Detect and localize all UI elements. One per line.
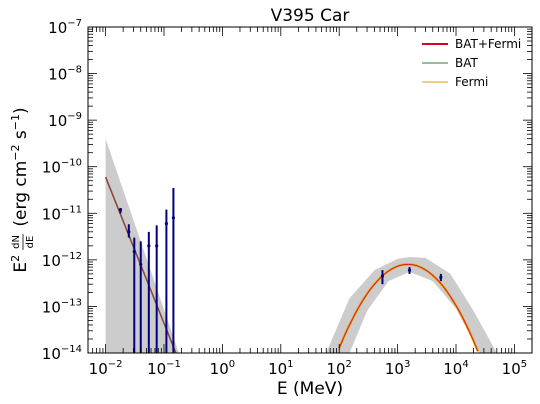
legend-entry: Fermi <box>422 75 488 89</box>
y-tick-label: 10−7 <box>48 18 82 37</box>
y-axis-label: E2 (erg cm−2 s−1) dN dE <box>9 107 36 272</box>
y-tick-label: 10−13 <box>42 297 82 316</box>
minor-ticks <box>87 27 533 353</box>
fermi-confidence-band <box>326 257 497 353</box>
legend-label: Fermi <box>455 75 488 89</box>
bat-point <box>118 207 123 214</box>
y-tick-label: 10−10 <box>42 158 82 177</box>
bat-marker <box>155 244 159 248</box>
x-tick-label: 101 <box>268 359 293 378</box>
y-label-units-open: (erg cm <box>11 161 31 227</box>
svg-text:E2 (erg cm−2 s−1): E2 (erg cm−2 s−1) <box>9 107 31 272</box>
bat-point <box>147 231 151 353</box>
legend-label: BAT <box>455 56 479 70</box>
y-tick-label: 10−14 <box>42 344 82 363</box>
legend: BAT+Fermi BAT Fermi <box>422 37 521 89</box>
bat-point <box>171 187 176 353</box>
legend-label: BAT+Fermi <box>455 37 521 51</box>
y-label-cm-exp: −2 <box>9 144 22 160</box>
y-tick-label: 10−9 <box>48 111 82 130</box>
y-tick-label: 10−8 <box>48 65 82 84</box>
legend-entry: BAT <box>422 56 479 70</box>
x-tick-label: 105 <box>502 359 527 378</box>
data-points <box>118 187 443 353</box>
fermi-point <box>380 270 385 285</box>
x-tick-label: 102 <box>326 359 351 378</box>
chart-title: V395 Car <box>271 6 350 26</box>
y-label-e-exp: 2 <box>9 255 22 262</box>
fermi-marker <box>439 275 443 280</box>
y-label-s-exp: −1 <box>9 114 22 130</box>
x-tick-label: 10−2 <box>89 359 123 378</box>
major-ticks <box>88 26 532 354</box>
bat-point <box>127 224 131 238</box>
bat-marker <box>127 230 131 234</box>
y-label-dn: dN <box>11 235 22 249</box>
y-label-de: dE <box>25 236 36 249</box>
plot-frame <box>87 26 533 354</box>
x-tick-label: 103 <box>385 359 410 378</box>
plot-area <box>87 26 533 354</box>
bat-confidence-band <box>105 138 179 353</box>
bat-point <box>155 225 159 353</box>
y-label-s: s <box>11 130 31 144</box>
x-tick-label: 10−1 <box>147 359 181 378</box>
bat-marker <box>132 250 136 254</box>
bat-marker <box>171 216 176 220</box>
bat-marker <box>147 244 151 248</box>
fermi-marker <box>380 274 385 278</box>
y-tick-label: 10−12 <box>42 251 82 270</box>
y-label-e: E <box>11 262 31 273</box>
x-tick-label: 100 <box>210 359 235 378</box>
bat-fermi-model-curve <box>338 263 479 352</box>
bat-point <box>164 209 169 353</box>
x-axis-label: E (MeV) <box>277 379 343 399</box>
legend-entry: BAT+Fermi <box>422 37 521 51</box>
bat-point <box>139 241 143 353</box>
y-label-close: ) <box>11 107 31 114</box>
bat-point <box>132 237 136 353</box>
fermi-point <box>439 273 443 282</box>
x-tick-labels: 10−2 10−1 100 101 102 103 104 105 <box>89 359 527 378</box>
confidence-bands <box>105 138 497 353</box>
bat-marker <box>164 222 169 226</box>
x-tick-label: 104 <box>443 359 468 378</box>
y-tick-label: 10−11 <box>42 204 82 223</box>
fermi-marker <box>407 268 412 272</box>
bat-marker <box>118 207 123 212</box>
y-tick-labels: 10−14 10−13 10−12 10−11 10−10 10−9 10−8 10−7 <box>42 18 82 363</box>
bat-marker <box>139 262 143 266</box>
fermi-point <box>407 267 412 274</box>
